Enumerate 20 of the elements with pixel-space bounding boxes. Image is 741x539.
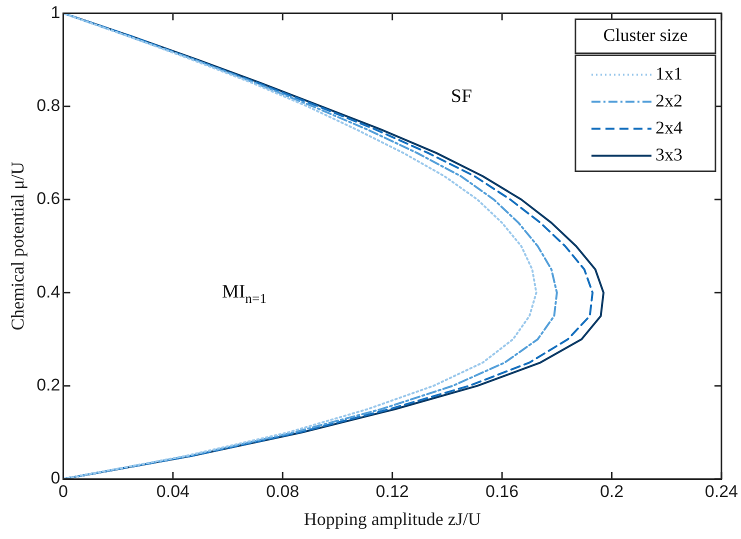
y-tick-label: 0.2: [36, 376, 60, 395]
y-tick-label: 0.8: [36, 96, 60, 116]
x-tick-label: 0.08: [266, 482, 300, 501]
legend-label: 1x1: [655, 63, 682, 84]
y-tick-label: 1: [50, 2, 60, 22]
y-tick-label: 0.4: [36, 282, 60, 302]
x-tick-label: 0.04: [156, 482, 190, 501]
legend-label: 2x2: [655, 90, 682, 110]
y-tick-label: 0: [50, 468, 60, 488]
legend-label: 3x3: [655, 144, 682, 164]
y-axis-title: Chemical potential μ/U: [8, 162, 28, 330]
x-tick-label: 0.2: [600, 482, 624, 501]
legend-title: Cluster size: [603, 24, 688, 45]
y-tick-label: 0.6: [36, 189, 60, 208]
annotation: SF: [450, 86, 472, 108]
legend-label: 2x4: [655, 117, 682, 138]
x-tick-label: 0.16: [486, 482, 519, 501]
x-tick-label: 0.12: [376, 482, 409, 501]
x-tick-label: 0.24: [704, 482, 738, 501]
x-axis-title: Hopping amplitude zJ/U: [304, 508, 481, 529]
